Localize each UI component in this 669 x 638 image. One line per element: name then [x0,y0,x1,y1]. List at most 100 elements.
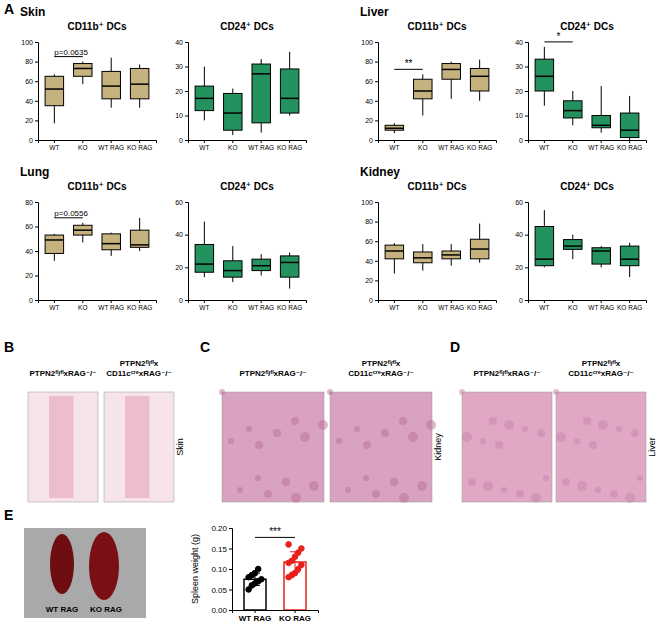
y-tick-mark [229,549,232,550]
median [224,112,242,114]
y-tick-mark [375,81,378,82]
histology-texture [637,475,643,481]
histology-texture [504,420,514,430]
axis-line [375,43,379,141]
x-tick-mark [139,300,140,303]
x-tick: KO [228,140,237,151]
x-tick: WT RAG [438,300,464,311]
median [45,88,63,90]
median [470,248,488,250]
box [130,230,148,247]
median [564,245,582,247]
y-tick: 0.05 [211,586,232,595]
box [252,259,270,270]
x-tick-label: KO [418,304,427,311]
y-axis: 010203040 [515,39,528,144]
annotation: *** [269,526,281,537]
x-tick-label: KO RAG [467,304,492,311]
y-tick: 0 [369,137,378,144]
x-tick-label: WT RAG [248,144,274,151]
histology-texture [468,478,476,486]
x-tick-mark [394,300,395,303]
y-tick-label: 0 [519,137,523,144]
y-tick-mark [525,91,528,92]
point [299,562,305,568]
y-tick-mark [185,300,188,301]
y-tick-mark [375,241,378,242]
x-tick-mark [544,300,545,303]
photo-label: WT RAG [46,605,78,614]
median [592,125,610,127]
y-tick: 100 [361,39,378,46]
y-tick-label: 40 [175,39,183,46]
histology-texture [300,432,310,442]
y-tick-mark [525,267,528,268]
y-tick-label: 0 [29,297,33,304]
x-tick-label: KO RAG [617,144,642,151]
y-tick-label: 80 [365,58,373,65]
histology-texture [598,420,608,430]
image-title: PTPN2ᶠˡ/ᶠˡxRAG⁻/⁻ [29,369,96,378]
annotation: ** [405,58,413,69]
median [385,250,403,252]
x-tick: KO [78,140,87,151]
y-tick-label: 100 [361,199,373,206]
y-tick-mark [375,202,378,203]
median [195,98,213,100]
y-axis: 020406080100 [361,199,378,304]
x-tick: WT [539,140,549,151]
histology-texture [273,429,281,437]
median [564,110,582,112]
x-tick: WT [49,140,59,151]
axis-line [35,43,39,141]
box [224,93,242,130]
y-tick: 0 [29,137,38,144]
image-title: CD11cᶜʳᵉxRAG⁻/⁻ [348,369,413,378]
y-tick: 60 [25,78,38,85]
y-tick-label: 30 [515,63,523,70]
x-tick-label: KO [78,144,87,151]
y-tick-label: 40 [175,231,183,238]
y-tick: 20 [175,88,188,95]
box-chart: CD24⁺ DCs010203040WTKOWT RAGKO RAG* [515,21,646,151]
box-chart: LungCD11b⁺ DCs020406080WTKOWT RAGKO RAGp… [20,165,157,311]
box [592,116,610,128]
x-axis: WTKOWT RAGKO RAG [379,140,497,151]
histology-texture [372,490,380,498]
y-tick-label: 20 [175,88,183,95]
x-axis: WTKOWT RAGKO RAG [189,140,307,151]
chart-title: CD11b⁺ DCs [407,21,467,32]
y-tick-label: 20 [25,117,33,124]
median [535,76,553,78]
x-tick: WT RAG [438,140,464,151]
axis-line [525,43,529,141]
histology-texture [553,389,559,395]
y-tick-mark [375,120,378,121]
histology-image [222,392,324,502]
y-tick: 60 [365,238,378,245]
x-tick-label: WT RAG [438,144,464,151]
histology-texture [610,490,618,498]
y-tick-mark [185,140,188,141]
x-tick-mark [422,140,423,143]
y-tick-mark [35,101,38,102]
y-tick-label: 60 [175,199,183,206]
x-tick: WT RAG [239,610,271,623]
histology-texture [291,417,299,425]
y-tick-label: 20 [365,117,373,124]
annotation: p=0.0556 [54,209,88,218]
x-tick: WT [199,300,209,311]
chart-title: CD24⁺ DCs [220,181,274,192]
x-tick: KO RAG [467,300,492,311]
box [535,227,553,266]
y-tick: 20 [515,264,528,271]
y-tick-mark [375,62,378,63]
y-tick: 10 [515,112,528,119]
x-tick-label: KO RAG [617,304,642,311]
x-tick-mark [479,300,480,303]
median [224,270,242,272]
y-tick: 0 [519,137,528,144]
x-tick-label: WT RAG [98,144,124,151]
x-tick-label: KO [78,304,87,311]
x-tick: WT RAG [98,140,124,151]
